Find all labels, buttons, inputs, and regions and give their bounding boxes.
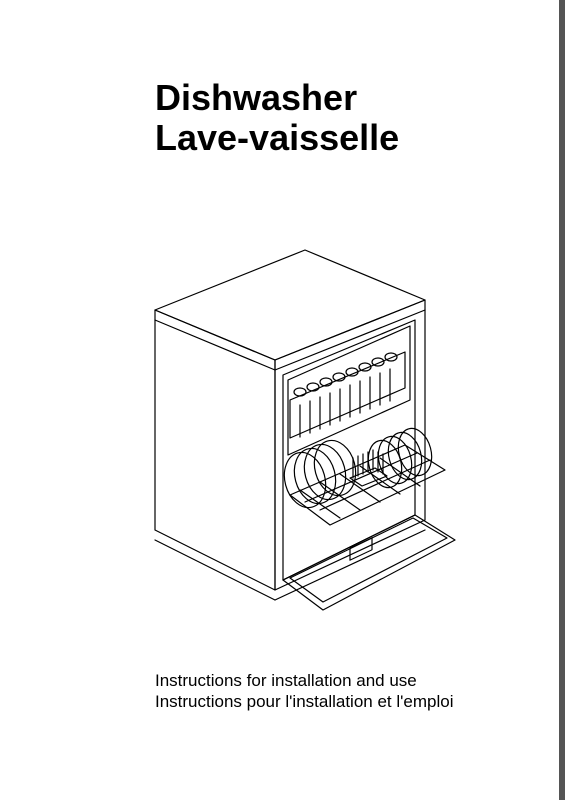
title-line-fr: Lave-vaisselle (155, 118, 399, 158)
dishwasher-illustration (95, 240, 465, 620)
instructions-subtitle: Instructions for installation and use In… (155, 670, 453, 713)
manual-cover-page: Dishwasher Lave-vaisselle (0, 0, 565, 800)
product-title: Dishwasher Lave-vaisselle (155, 78, 399, 157)
title-line-en: Dishwasher (155, 78, 399, 118)
subtitle-line-fr: Instructions pour l'installation et l'em… (155, 691, 453, 712)
subtitle-line-en: Instructions for installation and use (155, 670, 453, 691)
page-right-border (559, 0, 565, 800)
